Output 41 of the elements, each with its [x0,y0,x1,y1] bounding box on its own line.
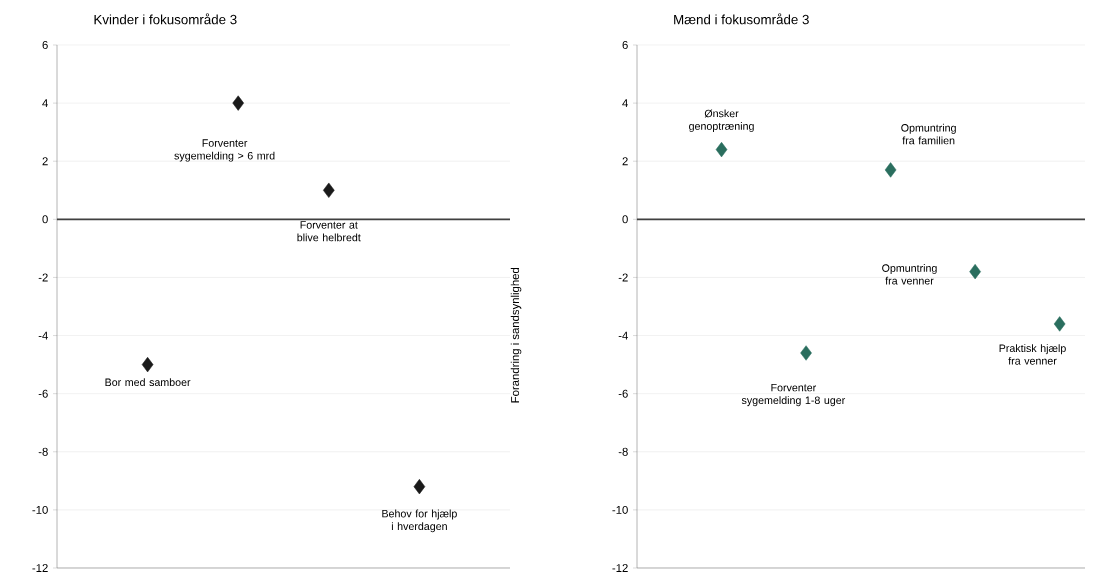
point [232,95,244,111]
y-axis-title: Forandring i sandsynlighed [510,267,522,403]
point [800,345,812,361]
annotation: Opmuntring fra familien [901,123,956,145]
y-tick-label: 0 [42,215,48,224]
y-tick-label: -8 [618,447,628,456]
annotation: Forventer at blive helbredt [297,221,361,242]
y-tick-label: -8 [38,447,48,456]
point [715,141,728,158]
y-tick-label: -6 [38,389,48,398]
chart-title: Kvinder i fokusområde 3 [94,13,237,25]
annotation: Opmuntring fra venner [882,264,937,285]
y-tick-label: -12 [32,564,48,572]
point [969,264,981,280]
y-tick-label: 6 [42,40,48,49]
point [884,162,897,178]
annotation: Behov for hjælp i hverdagen [382,509,457,533]
y-tick-label: -2 [618,273,628,282]
y-tick-label: 0 [622,215,628,224]
annotation: Forventer sygemelding > 6 mrd [174,139,275,162]
point [323,182,335,198]
y-tick-label: 4 [622,99,628,108]
y-tick-label: -6 [618,389,628,398]
annotation: Praktisk hjælp fra venner [999,344,1066,365]
annotation: Forventer sygemelding 1-8 uger [741,383,846,407]
y-tick-label: 6 [622,40,628,49]
annotation: Ønsker genoptræning [689,109,754,132]
y-tick-label: -12 [612,564,628,572]
y-tick-label: 2 [622,157,628,166]
y-tick-label: -2 [38,273,48,282]
y-tick-label: 4 [42,99,48,108]
y-tick-label: 2 [42,157,48,166]
y-tick-label: -10 [612,505,628,514]
y-tick-label: -10 [32,505,48,514]
y-tick-label: -4 [38,331,48,340]
y-tick-label: -4 [618,331,628,340]
chart-title: Mænd i fokusområde 3 [674,13,809,25]
point [141,357,154,373]
point [413,479,426,495]
annotation: Bor med samboer [105,378,191,387]
point [1053,316,1066,332]
